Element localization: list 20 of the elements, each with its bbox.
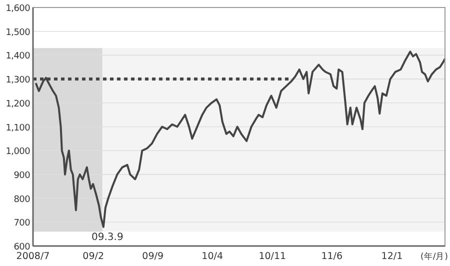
y-tick-label: 1,500	[6, 28, 31, 38]
x-tick-label: 2008/7	[16, 251, 50, 262]
x-tick-label: 11/6	[321, 251, 343, 262]
x-tick-label: 10/11	[258, 251, 286, 262]
y-tick-label: 700	[14, 218, 31, 229]
y-tick-label: 1,400	[6, 52, 31, 62]
x-tick-label: 12/1	[381, 251, 403, 262]
annotation: 09.3.9	[92, 232, 124, 243]
x-tick-label: 09/2	[82, 251, 104, 262]
x-tick-label: 10/4	[202, 251, 224, 262]
y-tick-label: 1,300	[6, 76, 31, 86]
x-tick-label: 09/9	[142, 251, 164, 262]
y-tick-label: 600	[14, 242, 31, 252]
y-tick-label: 1,000	[6, 147, 31, 158]
x-axis-title: (年/月)	[420, 251, 448, 262]
y-tick-label: 800	[14, 194, 31, 205]
y-tick-label: 1,100	[6, 123, 31, 134]
y-tick-label: 900	[14, 170, 31, 181]
y-tick-label: 1,200	[6, 99, 31, 110]
y-tick-label: 1,600	[6, 4, 31, 14]
